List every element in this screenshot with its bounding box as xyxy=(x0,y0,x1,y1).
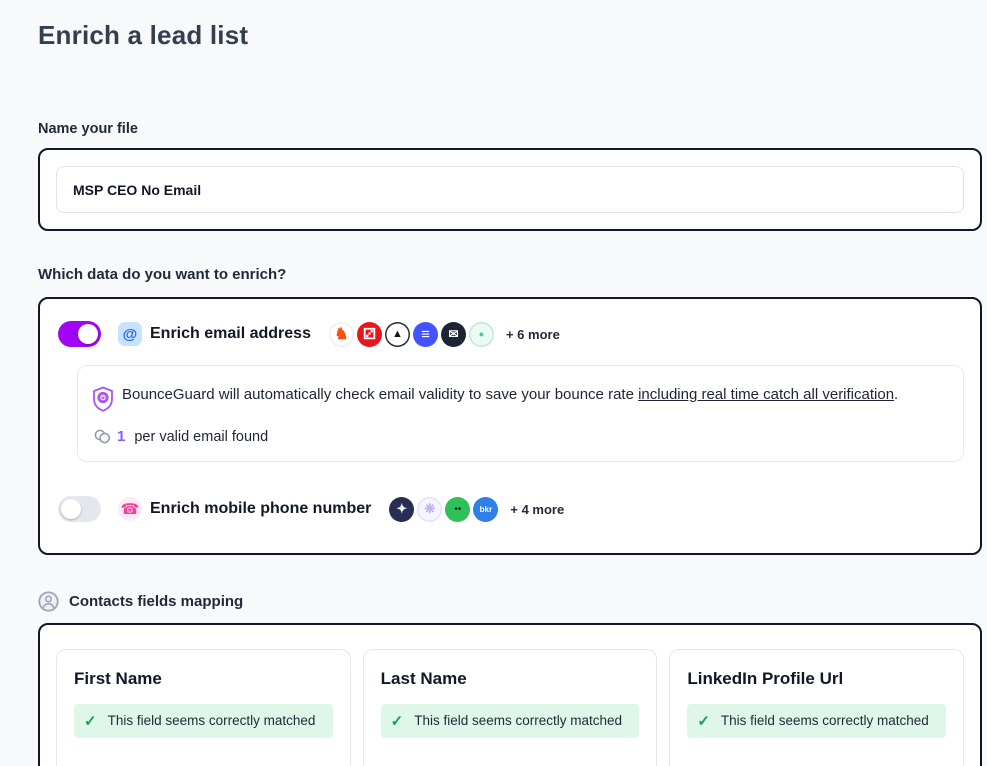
phone-enrich-label: Enrich mobile phone number xyxy=(150,500,372,517)
credit-coin-icon xyxy=(94,429,111,444)
bounceguard-text-period: . xyxy=(894,386,899,403)
provider-flower-icon: ❋ xyxy=(417,496,443,522)
provider-mountain-icon: ▲ xyxy=(384,321,410,347)
match-status-badge: ✓ This field seems correctly matched xyxy=(380,704,640,738)
email-provider-icons: ♞ ⚂ ▲ ≡ ✉ ● xyxy=(328,321,494,347)
email-more-providers-label: + 6 more xyxy=(505,326,560,342)
toggle-knob xyxy=(61,499,81,519)
check-icon: ✓ xyxy=(390,713,404,730)
page-title: Enrich a lead list xyxy=(38,20,249,50)
contact-person-icon xyxy=(38,591,59,612)
phone-enrich-row: ☎ Enrich mobile phone number ✦ ❋ •• bkr + 4… xyxy=(58,495,960,523)
enrich-options-box: @ Enrich email address ♞ ⚂ ▲ ≡ ✉ ● + 6 more B… xyxy=(38,297,982,555)
phone-icon: ☎ xyxy=(118,497,142,521)
provider-bkr-icon: bkr xyxy=(473,496,499,522)
mapping-card-last-name: Last Name ✓ This field seems correctly m… xyxy=(362,649,658,766)
bounceguard-text-main: BounceGuard will automatically check ema… xyxy=(122,386,639,403)
match-status-text: This field seems correctly matched xyxy=(414,713,623,728)
bounceguard-shield-icon xyxy=(92,381,122,417)
match-status-badge: ✓ This field seems correctly matched xyxy=(74,704,333,738)
mapping-card-first-name: First Name ✓ This field seems correctly … xyxy=(56,649,351,766)
bounceguard-message: BounceGuard will automatically check ema… xyxy=(92,381,943,417)
catch-all-verification-link[interactable]: including real time catch all verificati… xyxy=(638,386,895,403)
match-status-text: This field seems correctly matched xyxy=(107,713,316,728)
mapping-card-title: First Name xyxy=(74,669,162,688)
phone-provider-icons: ✦ ❋ •• bkr xyxy=(389,496,499,522)
toggle-knob xyxy=(78,324,98,344)
provider-rocket-icon: ✦ xyxy=(389,496,415,522)
phone-more-providers-label: + 4 more xyxy=(510,501,565,517)
provider-dot-icon: ● xyxy=(468,321,494,347)
email-enrich-label: Enrich email address xyxy=(150,325,311,342)
enrich-section-heading: Which data do you want to enrich? xyxy=(38,266,287,283)
check-icon: ✓ xyxy=(697,713,710,730)
mapping-card-title: Last Name xyxy=(380,669,467,688)
enrich-lead-list-page: Enrich a lead list Name your file MSP CE… xyxy=(0,20,987,766)
contacts-mapping-title: Contacts fields mapping xyxy=(69,593,244,610)
bounceguard-info-box: BounceGuard will automatically check ema… xyxy=(77,365,964,462)
at-sign-icon: @ xyxy=(118,322,142,346)
match-status-badge: ✓ This field seems correctly matched xyxy=(687,704,947,738)
email-enrich-row: @ Enrich email address ♞ ⚂ ▲ ≡ ✉ ● + 6 more xyxy=(58,320,960,348)
provider-mail-icon: ✉ xyxy=(440,321,466,347)
email-enrich-toggle[interactable] xyxy=(58,321,101,347)
bounceguard-text: BounceGuard will automatically check ema… xyxy=(122,381,898,408)
file-name-label: Name your file xyxy=(38,121,138,137)
credit-cost-row: 1 per valid email found xyxy=(94,428,943,445)
contacts-mapping-header: Contacts fields mapping xyxy=(38,591,987,612)
provider-dice-icon: ⚂ xyxy=(356,321,382,347)
provider-bars-icon: ≡ xyxy=(412,321,438,347)
mapping-card-linkedin-url: LinkedIn Profile Url ✓ This field seems … xyxy=(669,649,965,766)
mapping-card-title: LinkedIn Profile Url xyxy=(687,669,844,688)
file-name-input[interactable]: MSP CEO No Email xyxy=(56,166,964,213)
credit-description: per valid email found xyxy=(134,428,269,445)
fields-mapping-box: First Name ✓ This field seems correctly … xyxy=(38,623,982,766)
credit-value: 1 xyxy=(117,428,126,445)
provider-frog-icon: •• xyxy=(445,496,471,522)
file-name-box: MSP CEO No Email xyxy=(38,148,982,231)
phone-enrich-toggle[interactable] xyxy=(58,496,101,522)
provider-fox-icon: ♞ xyxy=(328,321,354,347)
match-status-text: This field seems correctly matched xyxy=(720,713,929,728)
check-icon: ✓ xyxy=(84,713,97,730)
